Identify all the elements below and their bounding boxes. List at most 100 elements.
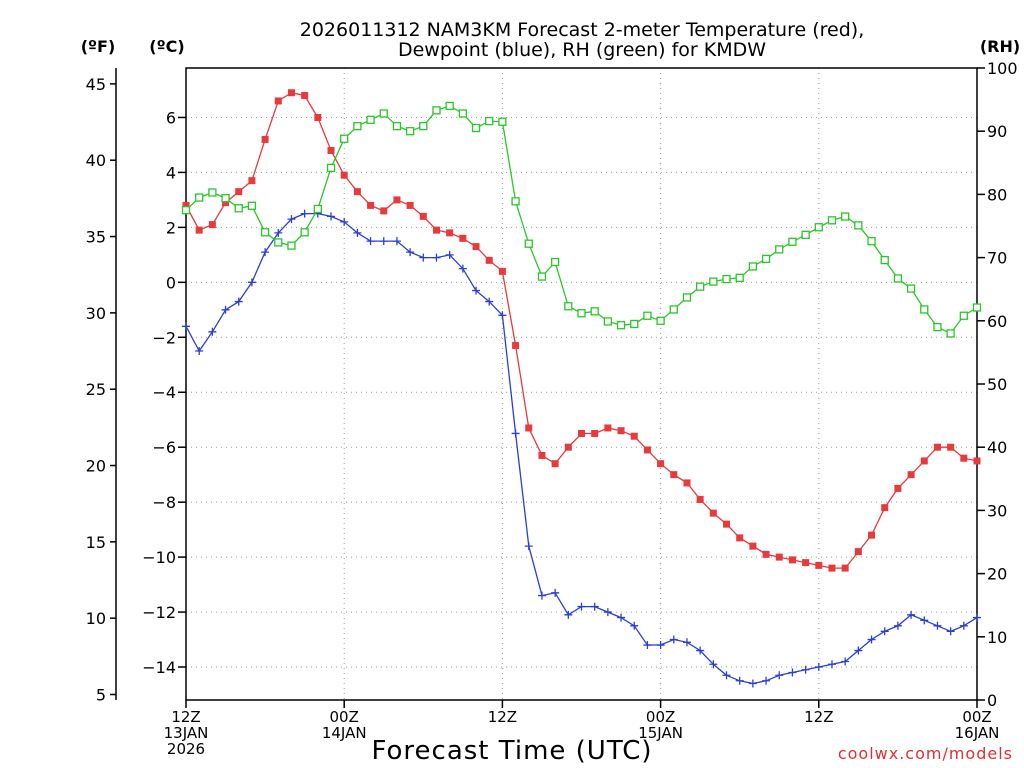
rh-point [643,311,652,320]
rh-point [498,117,507,126]
dewpoint-point [959,621,968,630]
temperature-point [604,424,612,432]
temperature-point [393,196,401,204]
rh-point [603,317,613,326]
temperature-point [222,199,230,207]
dewpoint-point [247,278,256,287]
temperature-point [960,454,968,462]
dewpoint-point [182,322,190,331]
dewpoint-point [827,660,836,669]
rh-point [801,230,810,239]
temperature-point [775,553,783,561]
dewpoint-point [722,671,731,680]
rh-point [247,201,257,210]
dewpoint-point [656,641,665,650]
rh-point [340,134,349,143]
temperature-point [459,234,467,242]
rh-tick-label: 100 [987,59,1018,78]
rh-point [814,223,823,232]
temperature-point [670,471,678,479]
dewpoint-point [893,621,902,630]
dewpoint-point [511,429,520,438]
temperature-point [367,201,375,209]
celsius-tick-label: −12 [142,603,176,622]
rh-point [854,221,863,230]
temperature-point [815,561,823,569]
rh-point [656,316,665,325]
x-axis-label: Forecast Time (UTC) [371,736,652,766]
dewpoint-point [801,665,810,674]
rh-point [920,305,929,314]
dewpoint-point [669,635,678,644]
temperature-point [894,484,902,492]
temperature-point [472,243,480,251]
temperature-point [920,457,928,465]
dewpoint-point [643,641,652,650]
temperature-point [881,504,889,512]
temperature-point [340,171,348,179]
temperature-point [868,531,876,539]
rh-point [761,254,771,264]
dewpoint-point [208,327,217,336]
temperature-point [617,427,625,435]
dewpoint-point [524,542,533,551]
dewpoint-point [709,660,718,669]
rh-point [405,127,415,136]
rh-point [722,274,731,284]
dewpoint-point [274,228,283,237]
dewpoint-point [234,297,243,306]
rh-point [946,329,955,338]
chart-title-line2: Dewpoint (blue), RH (green) for KMDW [398,39,766,61]
temperature-point [538,451,546,459]
rh-line [185,105,978,335]
temperature-point [525,424,533,432]
dewpoint-point [617,613,626,622]
rh-point [906,284,916,293]
temperature-point [261,135,269,143]
temperature-point [274,97,282,105]
dewpoint-point [841,657,850,666]
temperature-point [736,534,744,542]
dewpoint-point [498,311,507,320]
dewpoint-point [327,212,336,221]
dewpoint-point [854,646,863,655]
temperature-point [182,201,190,209]
rh-point [841,212,850,221]
temperature-point [432,226,440,234]
x-tick-label: 00Z [962,708,991,726]
dewpoint-point [472,286,481,295]
rh-tick-label: 60 [987,312,1007,331]
rh-point [959,311,968,320]
temperature-point [446,229,454,237]
dewpoint-point [682,638,691,647]
rh-point [300,228,309,237]
temperature-point [591,429,599,437]
rh-tick-label: 40 [987,438,1007,457]
x-tick-label: 15JAN [638,724,683,742]
rh-point [432,106,441,115]
fahrenheit-unit-label: (ºF) [81,37,116,56]
celsius-tick-label: −6 [152,438,176,457]
rh-tick-label: 20 [987,565,1007,584]
rh-point [379,109,388,118]
x-tick-label: 00Z [330,708,359,726]
rh-tick-label: 50 [987,375,1007,394]
rh-unit-label: (RH) [980,37,1020,56]
rh-point [221,194,230,203]
rh-tick-label: 30 [987,501,1007,520]
temperature-point [630,432,638,440]
rh-point [735,273,744,282]
rh-point [775,245,784,254]
fahrenheit-tick-label: 25 [86,380,106,399]
dewpoint-point [340,217,349,226]
fahrenheit-tick-label: 35 [86,228,106,247]
dewpoint-point [775,671,784,680]
dewpoint-point [880,627,889,636]
rh-point [366,115,375,124]
temperature-point [749,542,757,550]
temperature-point [578,429,585,437]
grid-lines [186,68,977,700]
temperature-point [723,520,731,528]
temperature-point [380,207,388,215]
